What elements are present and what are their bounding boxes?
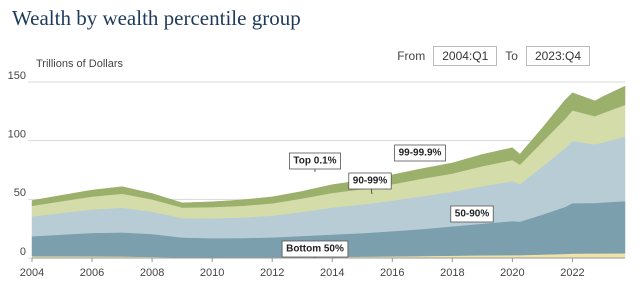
series-label-box [289,152,341,170]
y-tick-label: 100 [8,129,26,141]
series-label-text: 50-90% [455,209,490,220]
to-label: To [505,49,518,63]
from-label: From [397,49,426,63]
series-label-text: 99-99.9% [399,148,442,159]
y-axis-label: Trillions of Dollars [36,58,124,70]
x-tick-label: 2012 [260,267,284,279]
x-tick-label: 2006 [80,267,104,279]
date-controls: From 2004:Q1 To 2023:Q4 [397,46,590,66]
to-input[interactable]: 2023:Q4 [525,46,590,66]
series-label-box [394,144,446,162]
series-label-text: Bottom 50% [286,244,344,255]
x-tick-label: 2004 [20,267,44,279]
series-label-text: Top 0.1% [293,156,336,167]
series-label-box [348,172,392,190]
x-tick-label: 2016 [380,267,404,279]
y-tick-label: 0 [20,246,26,258]
series-label: 90-99% [348,172,392,190]
x-tick-label: 2022 [560,267,584,279]
series-label-box [450,205,494,223]
chart-title: Wealth by wealth percentile group [12,6,301,30]
y-tick-label: 150 [8,70,26,82]
series-label: Bottom 50% [281,240,349,258]
x-tick-label: 2018 [440,267,464,279]
series-label: 99-99.9% [394,144,446,162]
x-tick-label: 2014 [320,267,344,279]
x-tick-label: 2010 [200,267,224,279]
series-label: 50-90% [450,205,494,223]
series-label: Top 0.1% [289,152,341,170]
x-tick-label: 2020 [500,267,524,279]
series-label-text: 90-99% [353,176,388,187]
y-tick-label: 50 [14,187,26,199]
from-input[interactable]: 2004:Q1 [433,46,498,66]
x-tick-label: 2008 [140,267,164,279]
area [31,85,626,208]
series-label-box [281,240,349,258]
